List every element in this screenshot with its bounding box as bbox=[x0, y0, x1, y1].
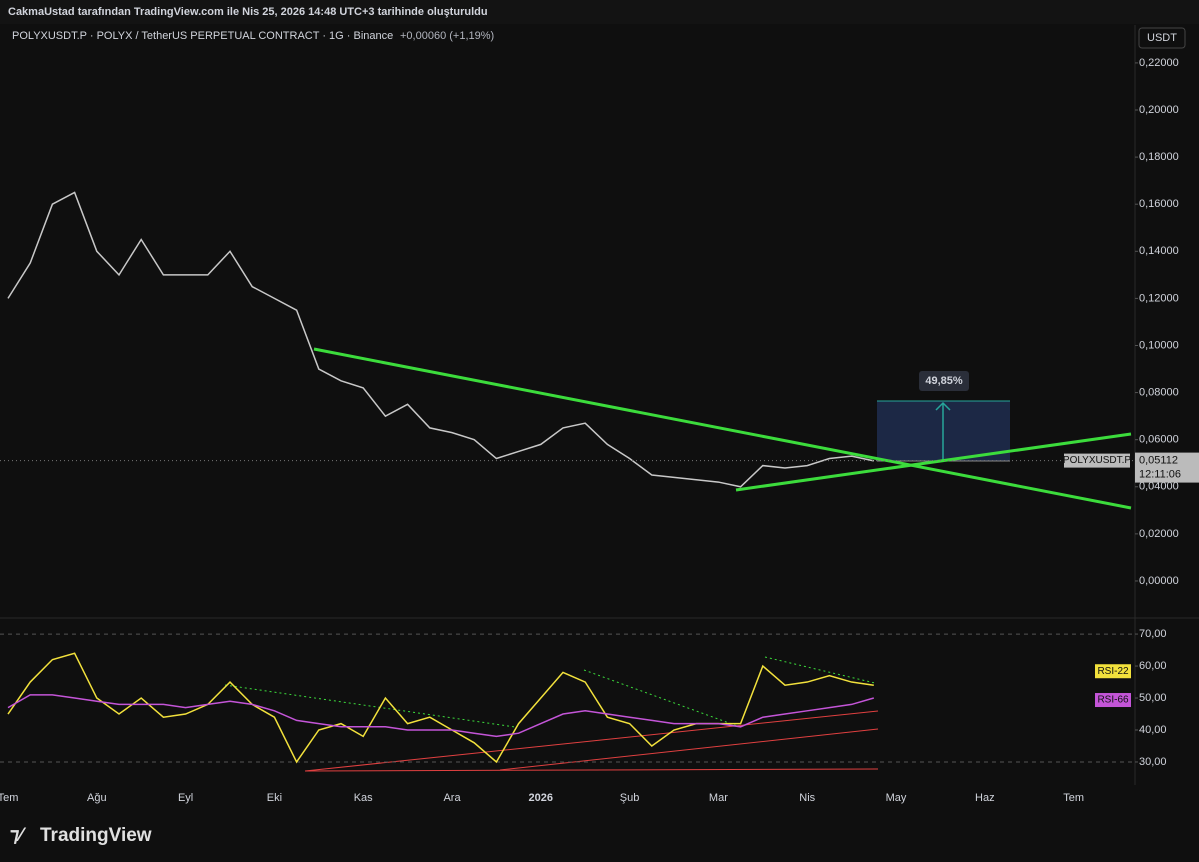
y-tick-label: 0,06000 bbox=[1139, 434, 1179, 446]
top-bar bbox=[0, 0, 1199, 24]
rsi-divergence-line[interactable] bbox=[224, 684, 516, 728]
y-tick-label: 30,00 bbox=[1139, 756, 1167, 768]
legend-entry: RSI-22 bbox=[1097, 666, 1129, 677]
x-tick-label: May bbox=[886, 792, 907, 804]
series-line bbox=[7, 652, 874, 764]
x-tick-label: 2026 bbox=[529, 792, 553, 804]
price-label-bg bbox=[1135, 452, 1199, 483]
y-tick-label: 40,00 bbox=[1139, 724, 1167, 736]
y-tick-label: 0,04000 bbox=[1139, 481, 1179, 493]
y-tick-label: 0,14000 bbox=[1139, 245, 1179, 257]
footer-brand: TradingView bbox=[40, 825, 152, 846]
series-line bbox=[7, 694, 875, 738]
y-tick-label: 0,02000 bbox=[1139, 528, 1179, 540]
symbol-title: POLYXUSDT.P · POLYX / TetherUS PERPETUAL… bbox=[12, 30, 393, 42]
y-tick-label: 0,12000 bbox=[1139, 292, 1179, 304]
y-tick-label: 70,00 bbox=[1139, 628, 1167, 640]
rsi-trend-line[interactable] bbox=[304, 768, 879, 772]
annotation: 49,85% bbox=[925, 375, 963, 387]
rsi-trend-line[interactable] bbox=[304, 710, 879, 772]
rsi-trend-line[interactable] bbox=[499, 728, 879, 771]
x-tick-label: Şub bbox=[620, 792, 640, 804]
series-line bbox=[7, 191, 874, 488]
y-tick-label: 0,18000 bbox=[1139, 151, 1179, 163]
x-tick-label: Tem bbox=[0, 792, 18, 804]
y-tick-label: 0,16000 bbox=[1139, 198, 1179, 210]
x-tick-label: Eki bbox=[267, 792, 282, 804]
legend-entry: RSI-66 bbox=[1097, 695, 1129, 706]
countdown: 12:11:06 bbox=[1139, 468, 1181, 480]
last-price-label: 0,05112 bbox=[1139, 454, 1178, 466]
trend-line[interactable] bbox=[313, 347, 1132, 510]
currency-box[interactable] bbox=[1138, 27, 1186, 49]
logo-mark: ⁊⁄ bbox=[10, 825, 26, 846]
currency: USDT bbox=[1147, 32, 1177, 44]
header-title: CakmaUstad tarafından TradingView.com il… bbox=[8, 6, 488, 18]
x-tick-label: Ara bbox=[443, 792, 461, 804]
trend-line[interactable] bbox=[735, 432, 1132, 492]
y-tick-label: 0,00000 bbox=[1139, 575, 1179, 587]
x-tick-label: Kas bbox=[354, 792, 373, 804]
x-tick-label: Tem bbox=[1063, 792, 1084, 804]
y-tick-label: 60,00 bbox=[1139, 660, 1167, 672]
y-tick-label: 0,20000 bbox=[1139, 104, 1179, 116]
x-tick-label: Nis bbox=[799, 792, 815, 804]
x-tick-label: Haz bbox=[975, 792, 995, 804]
rsi-divergence-line[interactable] bbox=[764, 656, 876, 684]
x-tick-label: Mar bbox=[709, 792, 728, 804]
legend-tag bbox=[1095, 693, 1131, 708]
y-tick-label: 50,00 bbox=[1139, 692, 1167, 704]
y-tick-label: 0,08000 bbox=[1139, 386, 1179, 398]
legend-tag bbox=[1095, 664, 1131, 679]
annotation-box bbox=[919, 371, 969, 391]
x-tick-label: Ağu bbox=[87, 792, 107, 804]
x-tick-label: Eyl bbox=[178, 792, 193, 804]
price-tag-bg bbox=[1064, 453, 1130, 468]
y-tick-label: 0,10000 bbox=[1139, 339, 1179, 351]
y-tick-label: 0,22000 bbox=[1139, 57, 1179, 69]
price-tag-name: POLYXUSDT.P bbox=[1063, 455, 1131, 466]
change: +0,00060 (+1,19%) bbox=[400, 30, 494, 42]
measure-arrow-head bbox=[935, 401, 951, 411]
